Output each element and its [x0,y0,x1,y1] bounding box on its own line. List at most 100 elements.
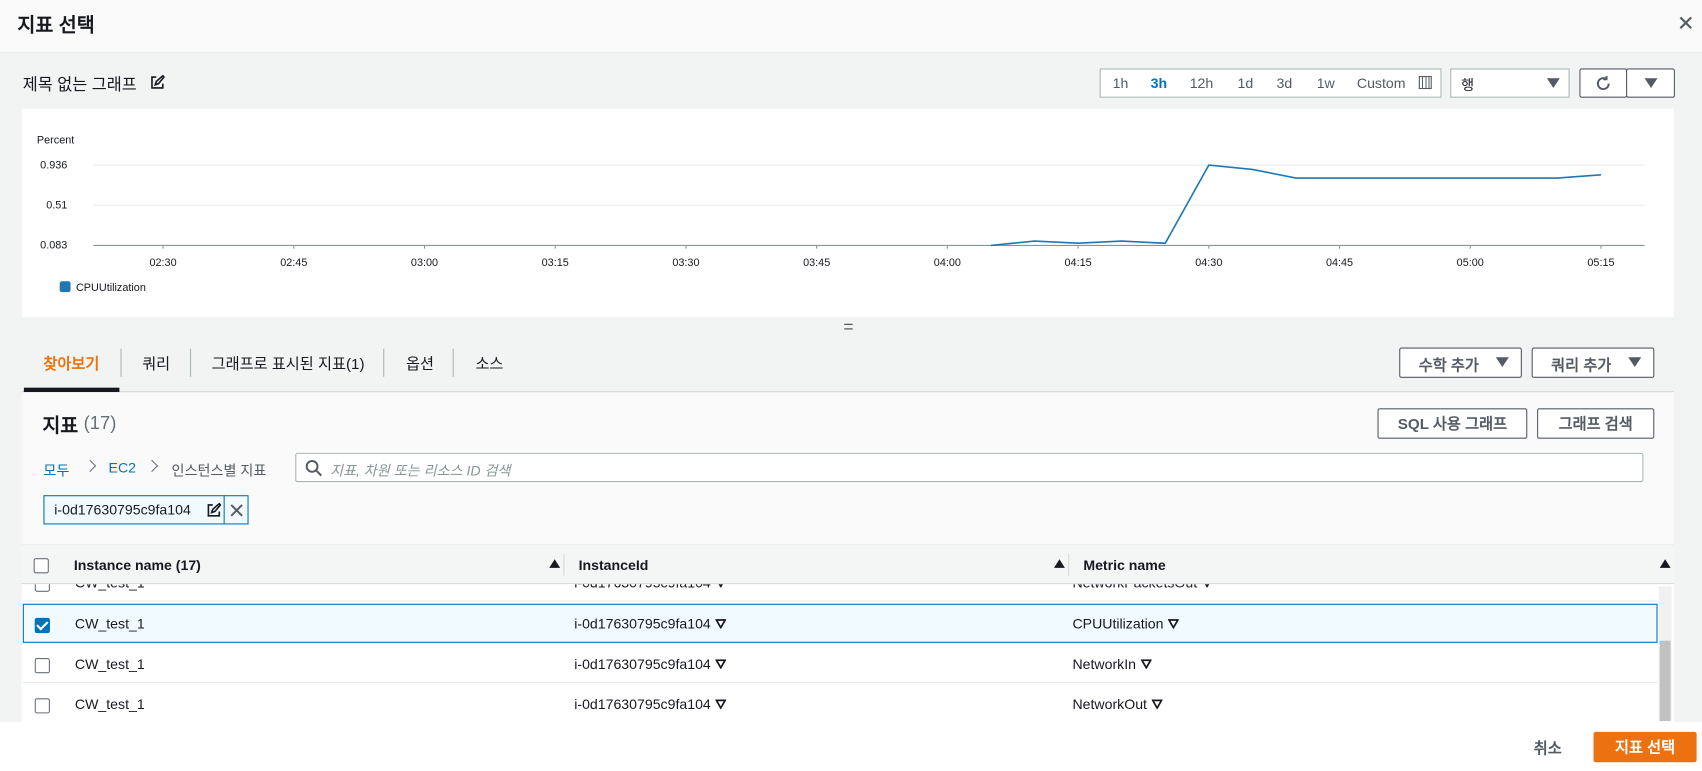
dimension-menu[interactable] [1167,619,1179,629]
graph-title: 제목 없는 그래프 [22,76,137,95]
dimension-menu[interactable] [715,584,726,588]
table-cell: NetworkPacketsOut [1072,584,1197,591]
sort-icon[interactable] [1659,559,1671,568]
breadcrumb-item[interactable]: 모두 [43,462,70,479]
row-checkbox[interactable] [34,698,50,714]
data-line [990,164,1602,247]
sort-icon[interactable] [1054,559,1065,568]
scrollbar-thumb[interactable] [1659,640,1671,722]
chart-panel [21,108,1674,318]
table-row [22,684,1658,723]
time-range-option[interactable]: 3h [1150,74,1168,92]
tab-separator [452,348,454,377]
add-button-arrow [1495,357,1509,368]
table-cell: CW_test_1 [74,655,145,673]
column-header: InstanceId [578,557,649,574]
y-axis-label: Percent [37,134,74,146]
breadcrumb-item[interactable]: EC2 [108,459,137,476]
table-cell: i-0d17630795c9fa104 [574,615,711,632]
tab-separator [189,348,192,377]
breadcrumb-item: 인스턴스별 지표 [171,462,267,479]
view-select-value: 행 [1461,77,1475,94]
time-range-option[interactable]: 1d [1237,74,1254,92]
search-icon [305,459,322,477]
modal-header [0,0,1702,54]
row-checkbox[interactable] [34,617,50,634]
x-tick-label: 05:15 [1587,257,1614,269]
tab[interactable]: 소스 [475,355,504,373]
dimension-menu[interactable] [715,619,727,629]
edit-icon[interactable] [150,74,165,90]
dimension-menu[interactable] [1140,659,1152,669]
column-divider [563,553,565,576]
confirm-button[interactable]: 지표 선택 [1593,731,1697,763]
time-range-option[interactable]: 12h [1189,74,1214,92]
select-all-checkbox[interactable] [33,558,49,574]
dimension-menu[interactable] [1151,699,1163,710]
table-cell: NetworkIn [1072,655,1137,673]
view-select[interactable] [1450,68,1570,98]
time-range-group [1099,68,1442,98]
dimension-menu[interactable] [715,699,727,710]
table-row [22,584,1658,602]
metrics-title: 지표 [42,414,79,437]
search-input[interactable] [295,452,1644,483]
table-cell: CPUUtilization [1072,615,1164,632]
tab[interactable]: 그래프로 표시된 지표(1) [211,355,365,373]
x-tick-label: 03:45 [803,257,830,269]
x-tick-label: 02:30 [150,257,177,269]
close-button[interactable] [1678,15,1693,30]
table-cell: CW_test_1 [74,615,145,632]
graph-search-button[interactable]: 그래프 검색 [1537,408,1655,439]
metrics-count: (17) [83,412,117,434]
time-range-option[interactable]: Custom [1356,74,1406,92]
x-tick-label: 04:00 [934,257,961,269]
table-body: CW_test_1 i-0d17630795c9fa104 NetworkPacke… [21,584,1674,723]
modal-footer [0,722,1702,771]
tab[interactable]: 쿼리 [142,355,171,373]
add-button-label: 수학 추가 [1418,356,1479,374]
time-range-option[interactable]: 1h [1112,74,1129,92]
dimension-menu[interactable] [1202,584,1213,588]
add-button-arrow [1628,357,1642,368]
sql-graph-button[interactable]: SQL 사용 그래프 [1377,408,1528,439]
table-header [21,544,1674,585]
legend-swatch [59,281,71,293]
x-tick-label: 03:15 [542,257,569,269]
dimension-menu[interactable] [715,659,727,669]
x-tick-label: 03:00 [411,257,438,269]
tab[interactable]: 찾아보기 [43,355,100,373]
x-tick-label: 05:00 [1457,257,1484,269]
search-placeholder: 지표, 차원 또는 리소스 ID 검색 [329,462,511,479]
row-checkbox[interactable] [34,584,50,592]
column-header: Metric name [1083,557,1166,574]
resize-handle[interactable]: = [843,318,854,337]
select-arrow [1546,78,1560,88]
cancel-button[interactable]: 취소 [1533,739,1562,757]
token-remove[interactable] [229,503,244,518]
column-header: Instance name (17) [73,557,201,574]
table-cell: i-0d17630795c9fa104 [574,655,711,673]
time-range-option[interactable]: 1w [1316,74,1335,92]
sort-icon[interactable] [549,559,561,568]
chart: Percent 0.083 0.51 0.936 02:30 02:45 03:00 03:… [37,134,1645,294]
filter-token [43,495,249,525]
refresh-options-button[interactable] [1626,68,1675,98]
table-cell: CW_test_1 [74,696,145,713]
column-divider [1068,553,1070,576]
row-checkbox[interactable] [34,658,50,674]
table-cell: i-0d17630795c9fa104 [574,584,711,591]
calendar-icon[interactable] [1418,76,1432,90]
token-edit-icon[interactable] [206,502,222,518]
y-tick-label: 0.083 [40,240,67,252]
time-range-option[interactable]: 3d [1276,74,1293,92]
x-tick-label: 04:30 [1195,257,1222,269]
refresh-button[interactable] [1579,68,1628,98]
tab[interactable]: 옵션 [405,355,434,373]
active-tab-underline [23,387,120,393]
table-cell: CW_test_1 [75,584,145,591]
x-tick-label: 04:15 [1065,257,1092,269]
x-tick-label: 02:45 [280,257,307,269]
